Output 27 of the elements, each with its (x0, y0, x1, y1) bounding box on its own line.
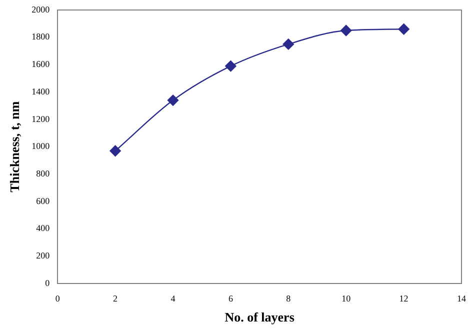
point (340, 24, 352, 36)
y-tick-label: 400 (36, 223, 50, 234)
x-tick-label: 14 (457, 293, 466, 304)
x-tick-label: 0 (55, 293, 60, 304)
point (167, 94, 179, 106)
point (398, 24, 410, 35)
y-tick-label: 1400 (32, 86, 50, 96)
x-axis-title: No. of layers (224, 310, 294, 325)
y-tick-label: 1200 (32, 114, 50, 124)
y-axis-title: Thickness, t, nm (7, 101, 22, 192)
y-tick-label: 200 (36, 250, 50, 261)
y-tick-label: 2000 (32, 4, 50, 14)
x-tick-label: 10 (342, 293, 352, 304)
y-tick-label: 0 (45, 278, 50, 288)
x-tick-label: 12 (399, 293, 408, 304)
y-tick-label: 1000 (32, 141, 50, 152)
x-tick-label: 2 (113, 293, 118, 304)
y-tick-label: 1600 (32, 59, 50, 70)
y-tick-label: 600 (36, 196, 50, 206)
y-tick-label: 1800 (32, 32, 50, 42)
point (282, 38, 294, 50)
point (110, 145, 121, 157)
x-tick-label: 4 (170, 293, 176, 304)
y-tick-label: 800 (36, 168, 50, 179)
x-tick-label: 8 (286, 293, 292, 304)
x-tick-label: 6 (228, 293, 234, 304)
point (225, 60, 236, 72)
